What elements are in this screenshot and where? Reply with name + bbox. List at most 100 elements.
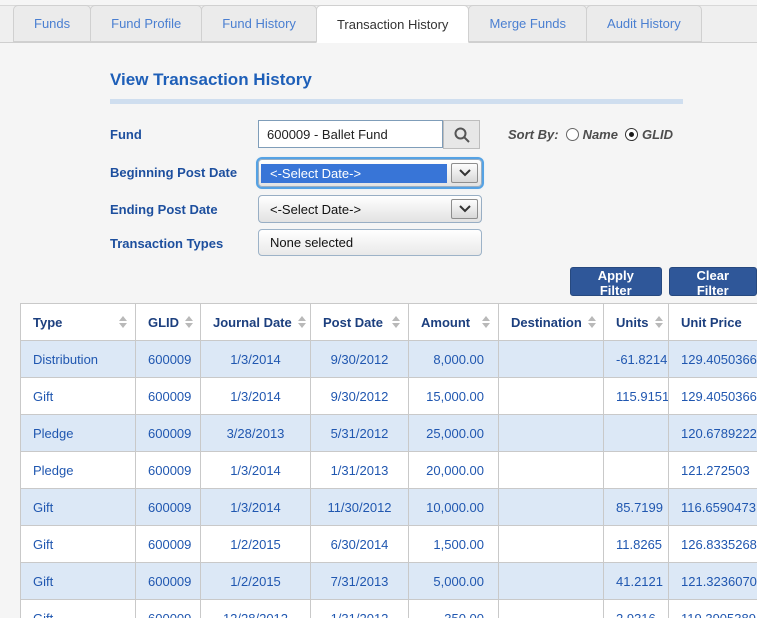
sort-icon[interactable] [119, 316, 127, 328]
tab-merge-funds[interactable]: Merge Funds [468, 5, 588, 42]
cell-post-date: 5/31/2012 [310, 414, 409, 452]
sort-by-name-radio[interactable] [565, 128, 579, 141]
cell-journal-date: 1/3/2014 [200, 377, 311, 415]
cell-amount: 350.00 [408, 599, 499, 618]
column-header-unit-price[interactable]: Unit Price [668, 303, 757, 341]
cell-units: 41.2121 [603, 562, 669, 600]
cell-post-date: 1/31/2012 [310, 599, 409, 618]
cell-glid: 600009 [135, 488, 201, 526]
column-header-amount[interactable]: Amount [408, 303, 499, 341]
sort-by-label: Sort By: [508, 127, 559, 142]
cell-journal-date: 1/2/2015 [200, 562, 311, 600]
sort-icon[interactable] [587, 316, 596, 328]
cell-unit-price: 126.8335268 [668, 525, 757, 563]
cell-amount: 8,000.00 [408, 340, 499, 378]
table-header-row: Type GLID Journal Date Post Date Amount … [20, 303, 757, 341]
column-header-label: Units [616, 314, 649, 330]
search-icon [453, 126, 471, 144]
tab-fund-history[interactable]: Fund History [201, 5, 317, 42]
tab-audit-history[interactable]: Audit History [586, 5, 702, 42]
beginning-post-date-select[interactable]: <-Select Date-> [256, 157, 484, 189]
cell-glid: 600009 [135, 525, 201, 563]
sort-icon[interactable] [297, 316, 306, 328]
cell-amount: 10,000.00 [408, 488, 499, 526]
beginning-post-date-value: <-Select Date-> [261, 163, 447, 183]
table-row[interactable]: Gift 600009 1/2/2015 6/30/2014 1,500.00 … [20, 525, 757, 563]
sort-by-group: Sort By: Name GLID [508, 127, 673, 142]
cell-unit-price: 121.272503 [668, 451, 757, 489]
column-header-label: Post Date [323, 314, 383, 330]
cell-journal-date: 1/3/2014 [200, 488, 311, 526]
cell-destination [498, 562, 604, 600]
cell-units: 85.7199 [603, 488, 669, 526]
cell-post-date: 11/30/2012 [310, 488, 409, 526]
cell-glid: 600009 [135, 414, 201, 452]
tab-fund-profile[interactable]: Fund Profile [90, 5, 203, 42]
page-title: View Transaction History [110, 70, 312, 89]
cell-type: Gift [20, 562, 136, 600]
cell-glid: 600009 [135, 451, 201, 489]
chevron-down-icon[interactable] [451, 163, 478, 183]
column-header-units[interactable]: Units [603, 303, 669, 341]
sort-by-glid-label: GLID [641, 127, 674, 142]
cell-type: Gift [20, 525, 136, 563]
tab-funds[interactable]: Funds [13, 5, 92, 42]
sort-icon[interactable] [392, 316, 400, 328]
column-header-label: Journal Date [213, 314, 292, 330]
chevron-down-icon[interactable] [451, 199, 478, 219]
cell-glid: 600009 [135, 562, 201, 600]
transaction-table-container: Type GLID Journal Date Post Date Amount … [20, 303, 757, 618]
cell-unit-price: 116.6590473 [668, 488, 757, 526]
cell-glid: 600009 [135, 377, 201, 415]
table-row[interactable]: Gift 600009 1/3/2014 11/30/2012 10,000.0… [20, 488, 757, 526]
column-header-label: GLID [148, 314, 180, 330]
cell-units: 115.9151 [603, 377, 669, 415]
column-header-label: Amount [421, 314, 471, 330]
tab-transaction-history[interactable]: Transaction History [315, 5, 470, 43]
cell-post-date: 1/31/2013 [310, 451, 409, 489]
transaction-table: Type GLID Journal Date Post Date Amount … [20, 303, 757, 618]
table-row[interactable]: Distribution 600009 1/3/2014 9/30/2012 8… [20, 340, 757, 378]
cell-amount: 20,000.00 [408, 451, 499, 489]
table-row[interactable]: Gift 600009 1/2/2015 7/31/2013 5,000.00 … [20, 562, 757, 600]
column-header-post-date[interactable]: Post Date [310, 303, 409, 341]
sort-icon[interactable] [654, 316, 663, 328]
search-button[interactable] [443, 120, 480, 149]
column-header-label: Unit Price [681, 314, 742, 330]
clear-filter-button[interactable]: Clear Filter [668, 267, 757, 298]
cell-glid: 600009 [135, 599, 201, 618]
filter-buttons: Apply Filter Clear Filter [570, 267, 757, 298]
transaction-types-dropdown[interactable]: None selected [258, 229, 482, 256]
cell-unit-price: 129.4050366 [668, 340, 757, 378]
fund-input[interactable] [258, 120, 443, 148]
cell-type: Distribution [20, 340, 136, 378]
cell-unit-price: 119.3905389 [668, 599, 757, 618]
table-row[interactable]: Pledge 600009 1/3/2014 1/31/2013 20,000.… [20, 451, 757, 489]
sort-by-glid-radio[interactable] [624, 128, 638, 141]
table-row[interactable]: Pledge 600009 3/28/2013 5/31/2012 25,000… [20, 414, 757, 452]
cell-unit-price: 121.3236070 [668, 562, 757, 600]
cell-amount: 15,000.00 [408, 377, 499, 415]
cell-destination [498, 451, 604, 489]
ending-post-date-select[interactable]: <-Select Date-> [258, 195, 482, 223]
table-row[interactable]: Gift 600009 1/3/2014 9/30/2012 15,000.00… [20, 377, 757, 415]
column-header-journal-date[interactable]: Journal Date [200, 303, 311, 341]
cell-destination [498, 488, 604, 526]
column-header-type[interactable]: Type [20, 303, 136, 341]
column-header-destination[interactable]: Destination [498, 303, 604, 341]
cell-destination [498, 414, 604, 452]
cell-post-date: 9/30/2012 [310, 377, 409, 415]
cell-journal-date: 3/28/2013 [200, 414, 311, 452]
sort-icon[interactable] [185, 316, 194, 328]
cell-destination [498, 377, 604, 415]
cell-units [603, 451, 669, 489]
title-divider [110, 99, 683, 104]
sort-icon[interactable] [482, 316, 490, 328]
fund-label: Fund [110, 127, 142, 142]
ending-post-date-label: Ending Post Date [110, 202, 218, 217]
cell-journal-date: 1/3/2014 [200, 451, 311, 489]
table-row[interactable]: Gift 600009 12/28/2012 1/31/2012 350.00 … [20, 599, 757, 618]
apply-filter-button[interactable]: Apply Filter [570, 267, 662, 298]
cell-type: Pledge [20, 414, 136, 452]
column-header-glid[interactable]: GLID [135, 303, 201, 341]
